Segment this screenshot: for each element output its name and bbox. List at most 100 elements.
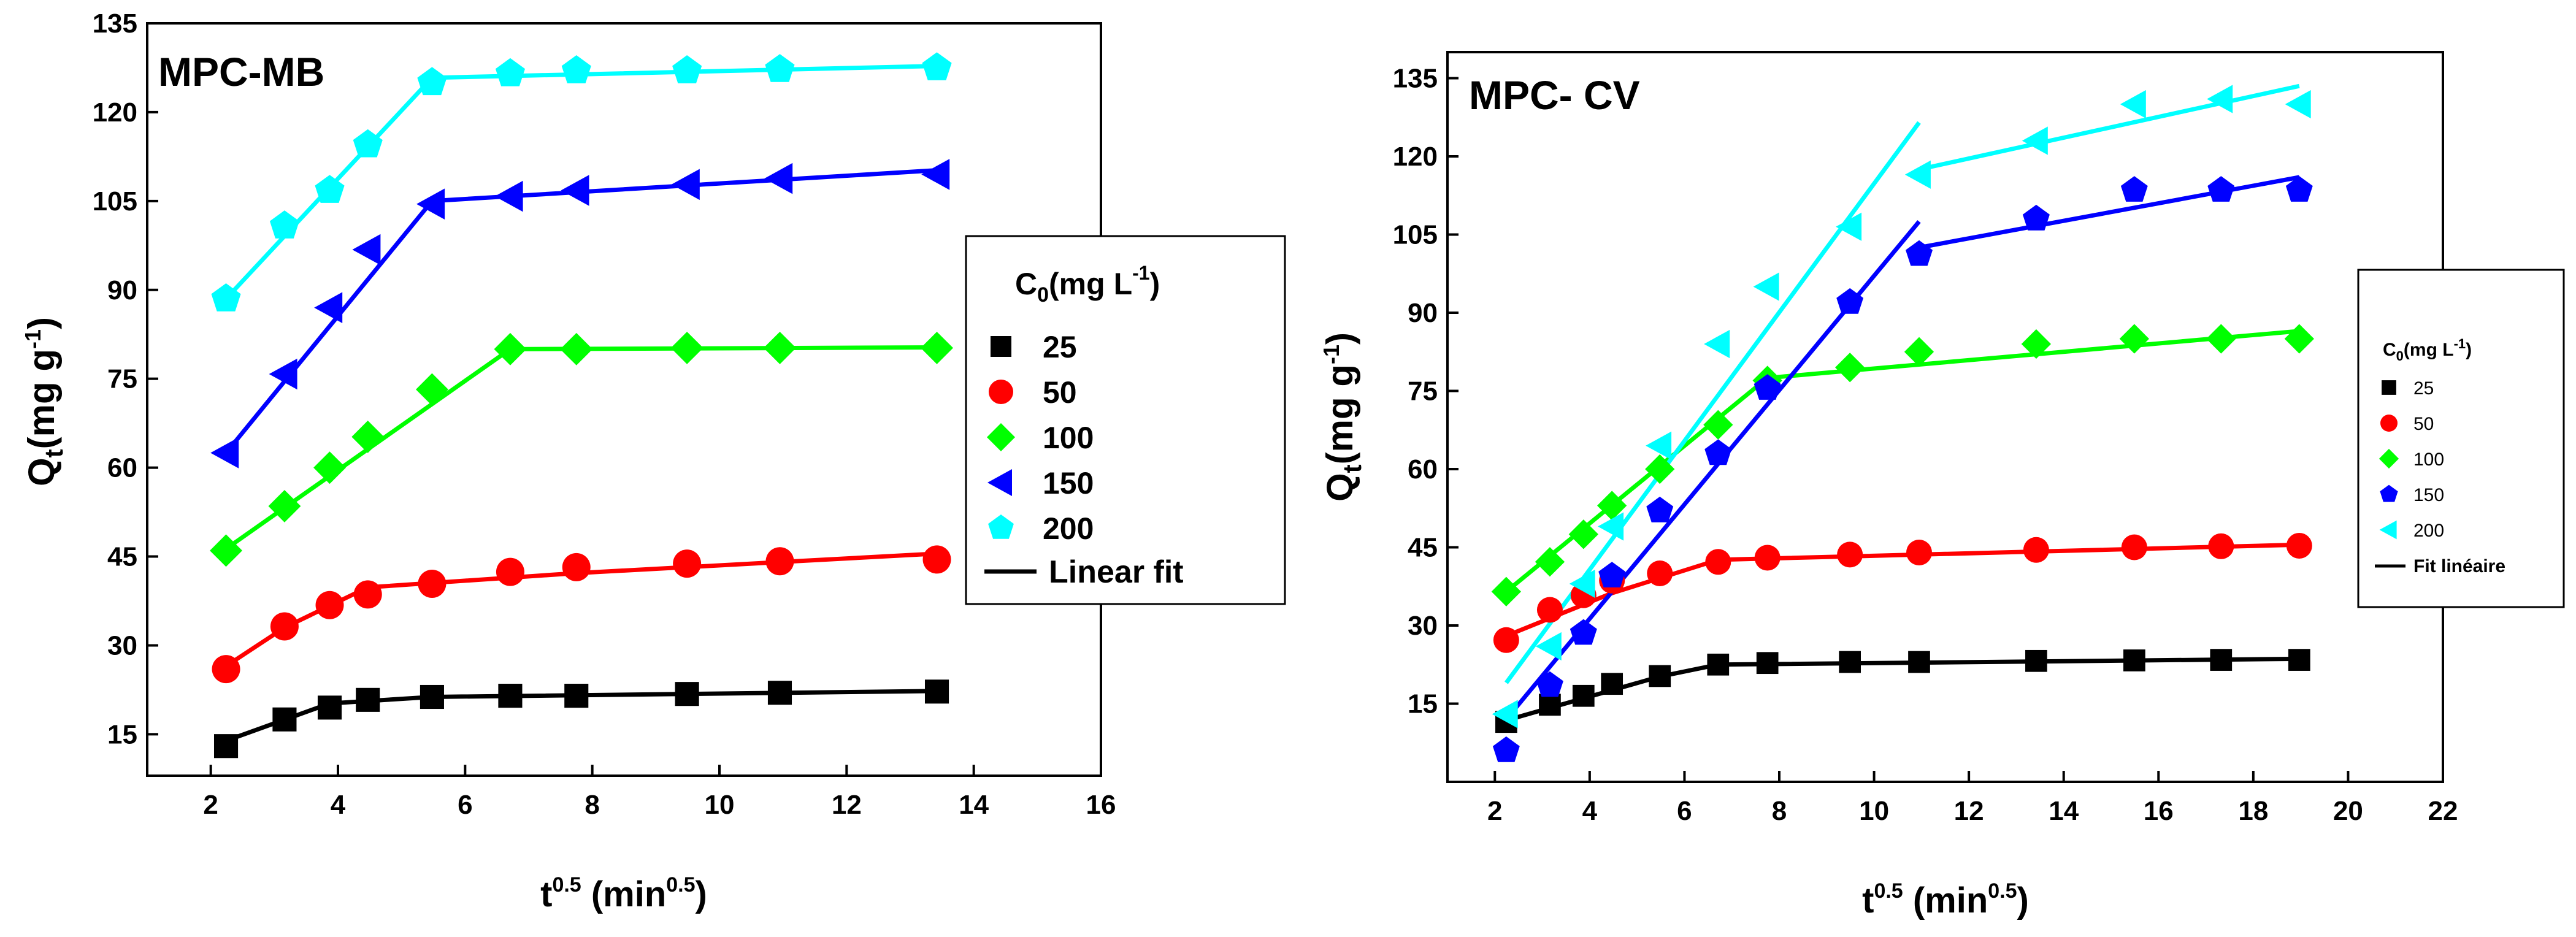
x-axis-title-cv: t0.5 (min0.5): [1862, 879, 2029, 920]
data-point-200: [269, 210, 299, 239]
data-point-25: [1539, 694, 1561, 716]
legend-title-cv: C0(mg L-1): [2383, 336, 2472, 364]
x-tick-label: 12: [1954, 796, 1984, 826]
data-point-100: [416, 373, 448, 406]
data-point-200: [561, 55, 591, 83]
x-tick-label: 18: [2238, 796, 2268, 826]
data-point-100: [210, 534, 242, 567]
data-point-200: [1598, 512, 1624, 541]
x-tick-label: 12: [832, 790, 862, 820]
data-point-100: [313, 451, 346, 484]
chart-title-cv: MPC- CV: [1469, 72, 1640, 118]
y-tick-label: 105: [1393, 220, 1438, 250]
data-point-50: [1837, 541, 1863, 568]
legend-marker-150: [2380, 484, 2398, 502]
data-point-25: [498, 684, 523, 708]
data-point-100: [670, 332, 703, 364]
data-point-25: [767, 681, 792, 705]
data-point-200: [1836, 212, 1862, 241]
data-point-150: [1536, 671, 1563, 697]
data-point-150: [352, 234, 381, 266]
data-point-25: [272, 707, 297, 732]
y-tick-label: 105: [93, 186, 137, 216]
fit-segment-200-2: [1919, 83, 2300, 172]
data-point-200: [2285, 90, 2311, 119]
data-point-50: [1493, 627, 1519, 653]
data-point-25: [356, 687, 380, 712]
y-tick-label: 135: [93, 9, 137, 39]
legend-label-150: 150: [2413, 485, 2444, 505]
data-point-100: [2021, 329, 2051, 359]
data-point-150: [210, 437, 239, 468]
data-point-25: [1756, 652, 1779, 675]
data-point-50: [2023, 537, 2049, 563]
data-point-150: [1836, 288, 1864, 314]
fit-line-50: [1505, 542, 2299, 638]
data-point-100: [268, 490, 301, 522]
data-point-50: [353, 580, 382, 609]
data-point-200: [315, 175, 345, 203]
y-tick-label: 45: [1408, 533, 1438, 563]
chart-panel-cv: 2 4 6 8 10 12 14 16 18 20 22 15 30 45 60 75 90 105 120 135…: [1319, 51, 2565, 920]
data-point-150: [1570, 619, 1597, 645]
y-tick-label: 60: [1408, 454, 1438, 484]
fit-lines-mb: [224, 64, 937, 743]
plot-frame-mb: [146, 22, 1102, 777]
data-point-200: [2120, 90, 2146, 119]
data-point-100: [921, 332, 953, 364]
x-tick-label: 10: [1859, 796, 1889, 826]
data-point-200: [1535, 632, 1562, 661]
x-tick-label: 22: [2428, 796, 2458, 826]
y-tick-label: 90: [1408, 298, 1438, 328]
data-point-50: [1705, 549, 1731, 575]
legend-marker-25: [991, 336, 1011, 357]
data-point-150: [2022, 204, 2050, 231]
data-point-100: [560, 332, 593, 365]
legend-label-50: 50: [2413, 414, 2434, 434]
data-point-150: [494, 180, 523, 212]
y-tick-label: 75: [1408, 377, 1438, 407]
data-point-25: [1908, 651, 1930, 673]
x-tick-label: 20: [2333, 796, 2363, 826]
data-point-200: [211, 283, 241, 312]
data-point-200: [765, 54, 795, 82]
data-point-100: [1703, 410, 1733, 440]
legend-marker-50: [2380, 415, 2398, 432]
legend-label-150: 150: [1043, 466, 1094, 500]
data-point-25: [2123, 649, 2145, 671]
y-axis-title-cv: Qt(mg g-1): [1319, 332, 1367, 502]
data-point-150: [561, 175, 589, 206]
legend-marker-200: [2379, 520, 2397, 540]
legend-marker-25: [2382, 380, 2396, 395]
legend-box-mb: [965, 235, 1286, 605]
data-point-25: [2210, 649, 2233, 671]
legend-cv: C0(mg L-1) 25 50 100 150 200 Fit linéaire: [2357, 269, 2565, 608]
y-tick-label: 45: [107, 542, 137, 572]
x-tick-label: 2: [203, 790, 218, 820]
data-point-100: [494, 332, 527, 365]
data-point-200: [1904, 160, 1931, 189]
legend-label-100: 100: [2413, 449, 2444, 470]
y-tick-label: 75: [107, 364, 137, 394]
data-point-50: [562, 553, 591, 581]
fit-line-25: [1505, 656, 2299, 723]
data-point-50: [1647, 560, 1673, 586]
data-point-150: [314, 292, 343, 323]
legend-items-mb: 25 50 100 150 200: [987, 330, 1094, 546]
data-point-200: [2022, 126, 2048, 155]
legend-label-25: 25: [1043, 330, 1077, 364]
legend-label-50: 50: [1043, 375, 1077, 410]
data-point-25: [1572, 684, 1595, 707]
x-tick-label: 8: [1772, 796, 1787, 826]
legend-items-cv: 25 50 100 150 200: [2379, 378, 2444, 541]
data-point-50: [1536, 597, 1563, 623]
legend-fit-label-cv: Fit linéaire: [2413, 556, 2505, 576]
data-point-100: [351, 420, 385, 453]
y-tick-label: 135: [1393, 64, 1438, 94]
x-tick-label: 16: [2144, 796, 2174, 826]
data-point-100: [1835, 353, 1865, 383]
x-axis-title-mb: t0.5 (min0.5): [540, 873, 707, 914]
data-point-50: [765, 547, 794, 576]
y-axis-title-mb: Qt(mg g-1): [20, 317, 68, 486]
chart-title-mb: MPC-MB: [158, 49, 324, 94]
